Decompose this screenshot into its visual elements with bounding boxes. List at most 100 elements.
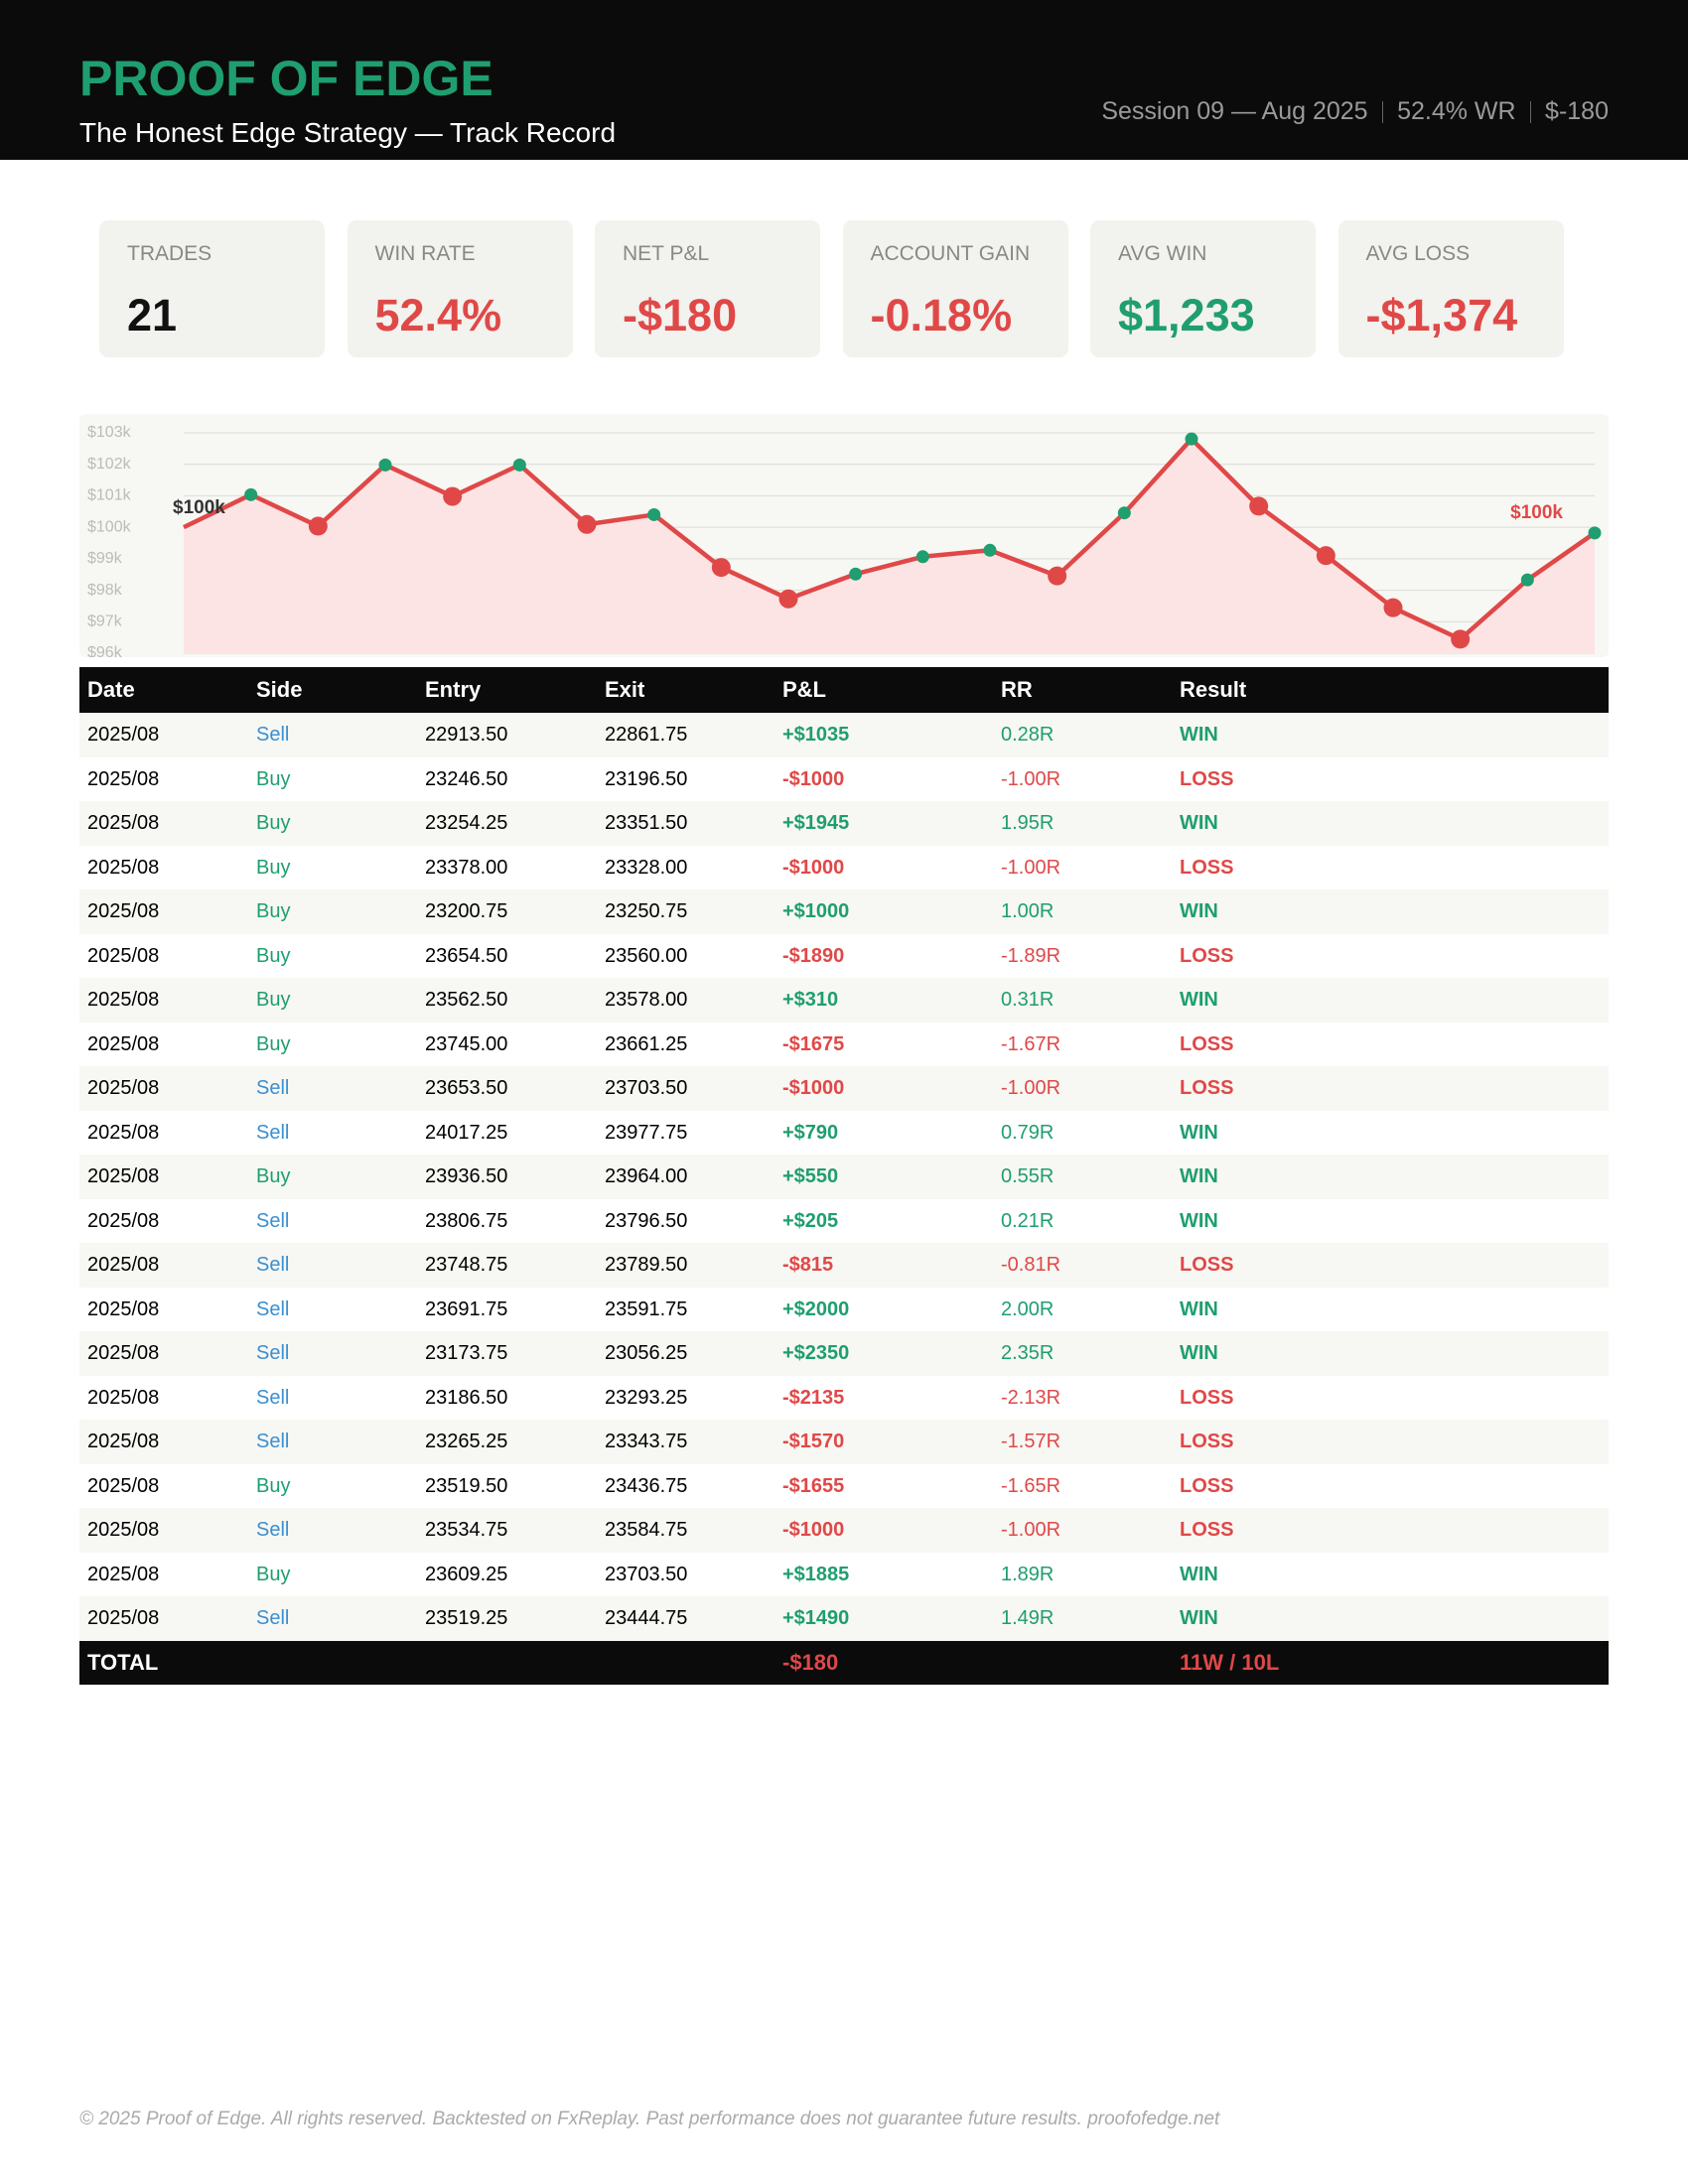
column-header: Date <box>87 677 135 702</box>
stat-card: ACCOUNT GAIN -0.18% <box>842 220 1068 357</box>
meta-item: Session 09 — Aug 2025 <box>1101 97 1368 125</box>
cell-pnl: -$1655 <box>782 1474 845 1497</box>
cell-side: Sell <box>256 1077 290 1099</box>
cell-date: 2025/08 <box>87 1297 160 1320</box>
column-header: RR <box>1001 677 1033 702</box>
cell-result: WIN <box>1180 1121 1218 1144</box>
cell-exit: 23328.00 <box>605 856 688 879</box>
loss-point <box>711 558 731 578</box>
cell-rr: -1.57R <box>1001 1431 1061 1452</box>
loss-point <box>577 514 597 534</box>
cell-pnl: -$1570 <box>782 1431 845 1452</box>
cell-pnl: -$1000 <box>782 767 845 790</box>
table-row: 2025/08 Sell 23653.50 23703.50 -$1000 -1.00R L… <box>79 1066 1609 1111</box>
cell-date: 2025/08 <box>87 724 160 746</box>
cell-exit: 23584.75 <box>605 1519 688 1541</box>
cell-rr: 1.95R <box>1001 812 1055 834</box>
loss-point <box>443 486 463 506</box>
cell-side: Sell <box>256 1386 290 1409</box>
table-row: 2025/08 Sell 23173.75 23056.25 +$2350 2.35R WI… <box>79 1331 1609 1376</box>
cell-rr: -1.67R <box>1001 1032 1061 1055</box>
cell-rr: 0.55R <box>1001 1165 1055 1187</box>
cell-entry: 22913.50 <box>425 724 508 746</box>
cell-rr: 2.35R <box>1001 1342 1055 1364</box>
cell-entry: 23691.75 <box>425 1297 508 1320</box>
cell-entry: 23186.50 <box>425 1386 508 1409</box>
cell-result: LOSS <box>1180 1254 1234 1276</box>
cell-exit: 23196.50 <box>605 767 688 790</box>
cell-entry: 23265.25 <box>425 1431 508 1452</box>
cell-exit: 23436.75 <box>605 1474 688 1497</box>
table-row: 2025/08 Buy 23378.00 23328.00 -$1000 -1.00R LO… <box>79 846 1609 890</box>
win-point <box>1520 573 1534 587</box>
cell-date: 2025/08 <box>87 1431 160 1452</box>
cell-rr: -1.00R <box>1001 767 1061 790</box>
cell-rr: -1.65R <box>1001 1474 1061 1497</box>
y-tick-label: $101k <box>87 487 132 504</box>
win-point <box>512 458 526 472</box>
y-tick-label: $96k <box>87 644 123 657</box>
cell-exit: 23964.00 <box>605 1165 688 1187</box>
cell-pnl: +$310 <box>782 989 839 1011</box>
cell-date: 2025/08 <box>87 1474 160 1497</box>
end-label: $100k <box>1510 502 1563 523</box>
cell-side: Sell <box>256 1209 290 1232</box>
cell-pnl: -$815 <box>782 1254 834 1276</box>
cell-entry: 23519.50 <box>425 1474 508 1497</box>
cell-result: LOSS <box>1180 767 1234 790</box>
cell-date: 2025/08 <box>87 1032 160 1055</box>
cell-side: Sell <box>256 1121 290 1144</box>
cell-pnl: +$1945 <box>782 812 850 834</box>
win-point <box>1588 526 1602 540</box>
cell-exit: 23056.25 <box>605 1342 688 1364</box>
cell-date: 2025/08 <box>87 1209 160 1232</box>
table-header: Date Side Entry Exit P&L RR Result <box>79 667 1609 713</box>
cell-result: WIN <box>1180 1607 1218 1629</box>
start-label: $100k <box>173 497 225 518</box>
cell-side: Sell <box>256 1431 290 1452</box>
cell-entry: 23745.00 <box>425 1032 508 1055</box>
cell-rr: 0.31R <box>1001 989 1055 1011</box>
table-row: 2025/08 Buy 23562.50 23578.00 +$310 0.31R WIN <box>79 978 1609 1023</box>
column-header: Side <box>256 677 303 702</box>
cell-pnl: -$1000 <box>782 1519 845 1541</box>
cell-result: WIN <box>1180 900 1218 922</box>
meta-item: $-180 <box>1545 97 1609 125</box>
win-point <box>849 567 863 581</box>
cell-date: 2025/08 <box>87 1121 160 1144</box>
cell-pnl: +$550 <box>782 1165 839 1187</box>
cell-result: WIN <box>1180 812 1218 834</box>
column-header: Entry <box>425 677 482 702</box>
table-row: 2025/08 Buy 23246.50 23196.50 -$1000 -1.00R LO… <box>79 757 1609 802</box>
total-record: 11W / 10L <box>1180 1649 1280 1675</box>
stat-card: AVG LOSS -$1,374 <box>1337 220 1564 357</box>
stat-label: NET P&L <box>623 242 710 265</box>
stat-label: AVG WIN <box>1118 242 1207 265</box>
cell-rr: -0.81R <box>1001 1254 1061 1276</box>
cell-entry: 23519.25 <box>425 1607 508 1629</box>
cell-date: 2025/08 <box>87 1519 160 1541</box>
meta-item: 52.4% WR <box>1397 97 1516 125</box>
cell-side: Buy <box>256 767 291 790</box>
table-row: 2025/08 Sell 23748.75 23789.50 -$815 -0.81R LO… <box>79 1243 1609 1288</box>
stat-label: AVG LOSS <box>1365 242 1471 265</box>
cell-pnl: +$1490 <box>782 1607 850 1629</box>
table-row: 2025/08 Buy 23745.00 23661.25 -$1675 -1.67R LO… <box>79 1023 1609 1067</box>
table-row: 2025/08 Sell 23534.75 23584.75 -$1000 -1.00R L… <box>79 1508 1609 1553</box>
y-tick-label: $102k <box>87 456 132 473</box>
stat-label: WIN RATE <box>374 242 476 265</box>
loss-point <box>1451 629 1471 649</box>
total-pnl: -$180 <box>782 1649 839 1675</box>
win-point <box>647 507 661 521</box>
win-point <box>1185 432 1198 446</box>
cell-exit: 23977.75 <box>605 1121 688 1144</box>
table-row: 2025/08 Sell 23806.75 23796.50 +$205 0.21R WIN <box>79 1199 1609 1244</box>
cell-rr: 1.89R <box>1001 1563 1055 1585</box>
cell-date: 2025/08 <box>87 989 160 1011</box>
win-point <box>983 543 997 557</box>
cell-pnl: +$1885 <box>782 1563 850 1585</box>
cell-side: Buy <box>256 1165 291 1187</box>
cell-side: Buy <box>256 812 291 834</box>
cell-exit: 23250.75 <box>605 900 688 922</box>
cell-rr: 0.28R <box>1001 724 1055 746</box>
